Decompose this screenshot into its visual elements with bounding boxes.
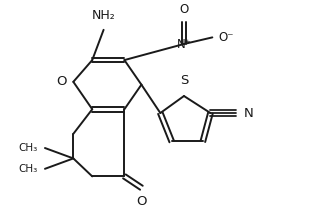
Text: N⁺: N⁺ xyxy=(177,37,192,51)
Text: CH₃: CH₃ xyxy=(18,164,38,174)
Text: CH₃: CH₃ xyxy=(18,143,38,153)
Text: O: O xyxy=(179,3,189,16)
Text: O: O xyxy=(56,75,67,88)
Text: N: N xyxy=(244,107,253,120)
Text: O⁻: O⁻ xyxy=(218,31,233,44)
Text: NH₂: NH₂ xyxy=(92,9,116,22)
Text: S: S xyxy=(180,74,188,88)
Text: O: O xyxy=(136,195,147,208)
